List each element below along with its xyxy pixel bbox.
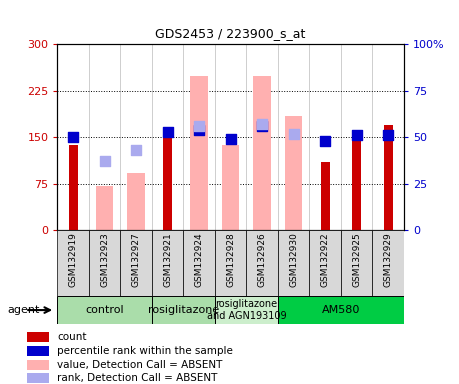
Bar: [152, 296, 215, 324]
Point: [290, 131, 297, 137]
Bar: [184, 230, 215, 296]
Text: GSM132928: GSM132928: [226, 232, 235, 287]
Bar: [57, 296, 152, 324]
Text: GSM132919: GSM132919: [69, 232, 78, 287]
Bar: [215, 296, 278, 324]
Bar: [253, 76, 271, 230]
Point: [385, 132, 392, 139]
Bar: [27, 359, 49, 369]
Bar: [120, 230, 152, 296]
Text: GSM132930: GSM132930: [289, 232, 298, 287]
Point: [258, 121, 266, 127]
Point: [164, 129, 171, 135]
Text: AM580: AM580: [322, 305, 360, 315]
Bar: [246, 230, 278, 296]
Text: value, Detection Call = ABSENT: value, Detection Call = ABSENT: [57, 359, 223, 369]
Bar: [341, 230, 372, 296]
Point: [133, 147, 140, 153]
Bar: [215, 230, 246, 296]
Bar: [352, 134, 361, 230]
Text: count: count: [57, 332, 87, 342]
Text: GSM132929: GSM132929: [384, 232, 392, 287]
Bar: [128, 173, 145, 230]
Bar: [321, 162, 330, 230]
Text: rank, Detection Call = ABSENT: rank, Detection Call = ABSENT: [57, 373, 218, 384]
Point: [196, 123, 203, 129]
Point: [196, 127, 203, 133]
Bar: [285, 116, 302, 230]
Text: GSM132923: GSM132923: [100, 232, 109, 287]
Bar: [190, 76, 208, 230]
Bar: [309, 230, 341, 296]
Point: [321, 138, 329, 144]
Point: [101, 159, 108, 165]
Bar: [372, 230, 404, 296]
Bar: [57, 230, 89, 296]
Point: [353, 132, 360, 139]
Text: GSM132922: GSM132922: [321, 232, 330, 287]
Point: [258, 123, 266, 129]
Title: GDS2453 / 223900_s_at: GDS2453 / 223900_s_at: [156, 27, 306, 40]
Text: control: control: [85, 305, 124, 315]
Bar: [89, 230, 120, 296]
Text: rosiglitazone
and AGN193109: rosiglitazone and AGN193109: [207, 299, 286, 321]
Bar: [27, 373, 49, 384]
Bar: [222, 146, 239, 230]
Bar: [278, 230, 309, 296]
Text: GSM132921: GSM132921: [163, 232, 172, 287]
Bar: [384, 125, 392, 230]
Bar: [27, 332, 49, 342]
Text: GSM132927: GSM132927: [132, 232, 140, 287]
Text: percentile rank within the sample: percentile rank within the sample: [57, 346, 233, 356]
Point: [227, 136, 235, 142]
Point: [69, 134, 77, 140]
Text: GSM132924: GSM132924: [195, 232, 204, 287]
Text: rosiglitazone: rosiglitazone: [148, 305, 219, 315]
Bar: [96, 186, 113, 230]
Bar: [69, 146, 78, 230]
Text: GSM132926: GSM132926: [257, 232, 267, 287]
Text: agent: agent: [7, 305, 39, 315]
Bar: [152, 230, 184, 296]
Bar: [27, 346, 49, 356]
Bar: [163, 129, 172, 230]
Text: GSM132925: GSM132925: [352, 232, 361, 287]
Bar: [278, 296, 404, 324]
